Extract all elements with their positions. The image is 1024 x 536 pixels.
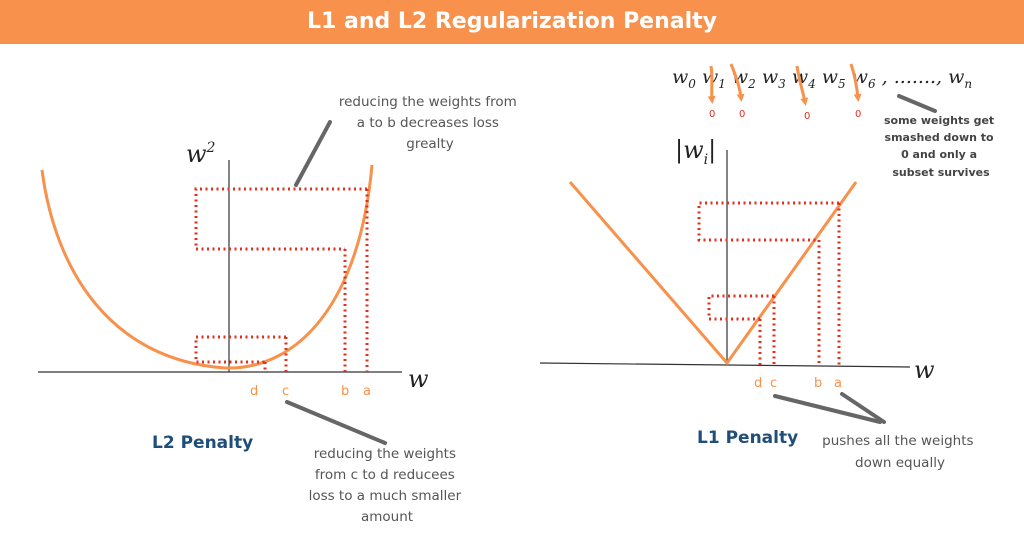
l1-dotted-box-ab: [697, 201, 839, 242]
l2-top-pointer: [294, 120, 332, 187]
l2-tick-c: c: [282, 384, 289, 399]
l1-zero-w4: 0: [804, 111, 810, 122]
l2-x-axis-label: w: [408, 365, 429, 393]
l2-dotted-box-ab: [194, 187, 367, 251]
l2-note-bottom: reducing the weights from c to d reducee…: [309, 446, 466, 525]
l1-x-axis: [539, 362, 911, 368]
arrow-w1-to-zero: [707, 65, 716, 104]
l2-y-axis-label: w2: [186, 140, 216, 168]
l2-parabola-curve: [40, 164, 374, 370]
l1-tick-a: a: [834, 376, 842, 391]
l1-zero-w1: 0: [709, 109, 715, 120]
l2-tick-d: d: [250, 384, 258, 399]
l1-y-axis-label: |wi|: [675, 136, 716, 168]
l2-dotted-box-cd: [194, 335, 286, 364]
l1-tick-b: b: [814, 376, 822, 391]
l1-bottom-pointer-right: [840, 392, 886, 424]
arrow-w2-to-zero: [729, 63, 745, 102]
l2-bottom-pointer: [285, 400, 387, 445]
l1-dotted-box-cd: [707, 294, 774, 321]
l2-panel: w2 w d c b a reducing the weights from a…: [38, 94, 521, 525]
l1-panel: |wi| w d c b a w0 w1 w2 w3 w4 w5 w6 , ..…: [539, 63, 998, 471]
l2-tick-a: a: [363, 384, 371, 399]
title-banner: [0, 0, 1024, 44]
l1-tick-c: c: [770, 376, 777, 391]
l1-top-pointer: [897, 94, 937, 113]
page-title: L1 and L2 Regularization Penalty: [306, 9, 718, 34]
l2-tick-b: b: [341, 384, 349, 399]
l2-note-top: reducing the weights from a to b decreas…: [339, 94, 521, 152]
l2-penalty-label: L2 Penalty: [152, 433, 253, 453]
l1-penalty-label: L1 Penalty: [697, 428, 798, 448]
l1-x-axis-label: w: [914, 356, 935, 384]
l1-tick-d: d: [754, 376, 762, 391]
l1-abs-curve: [568, 181, 858, 366]
l1-bottom-pointer-left: [773, 394, 882, 424]
arrow-w6-to-zero: [849, 63, 862, 102]
l1-note-right: some weights get smashed down to 0 and o…: [884, 114, 998, 179]
arrow-w4-to-zero: [795, 65, 809, 106]
l1-zero-w2: 0: [739, 109, 745, 120]
l1-zero-w6: 0: [855, 109, 861, 120]
l1-note-bottom: pushes all the weights down equally: [822, 433, 978, 471]
l1-weights-sequence: w0 w1 w2 w3 w4 w5 w6 , ......., wn: [672, 66, 972, 93]
